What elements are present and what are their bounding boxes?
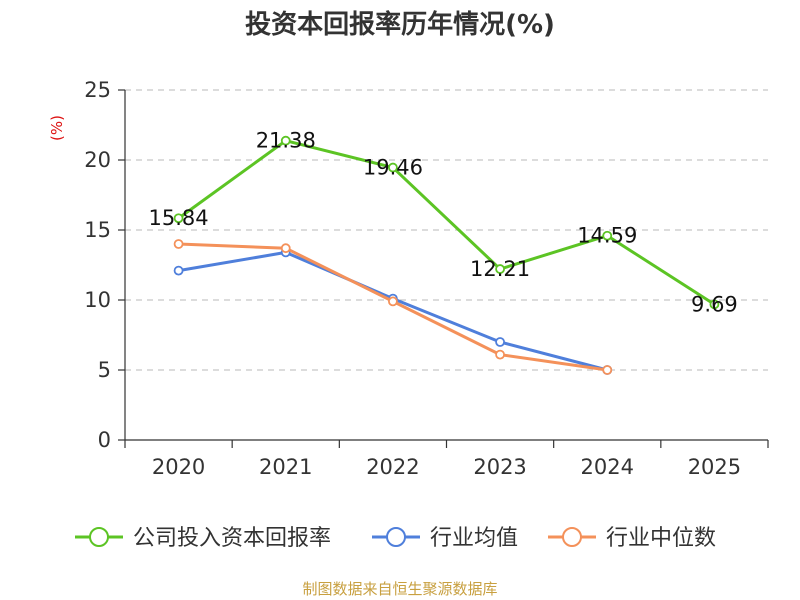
data-point[interactable] (280, 135, 291, 146)
data-label: 21.38 (256, 129, 316, 153)
data-point[interactable] (495, 337, 505, 347)
data-label: 9.69 (691, 292, 738, 316)
series (173, 135, 720, 375)
data-label: 12.21 (470, 257, 530, 281)
legend[interactable]: 公司投入资本回报率 行业均值 行业中位数 (75, 526, 716, 551)
y-axis-unit: (%) (48, 115, 66, 141)
y-tick-label: 10 (84, 288, 111, 312)
x-tick-label: 2025 (688, 455, 741, 479)
x-tick-label: 2020 (152, 455, 205, 479)
y-tick-label: 0 (98, 428, 111, 452)
y-tick-label: 20 (84, 148, 111, 172)
legend-label: 行业中位数 (606, 526, 716, 551)
data-point[interactable] (602, 365, 613, 375)
x-tick-label: 2022 (366, 455, 419, 479)
grid (125, 89, 768, 371)
x-tick-label: 2021 (259, 455, 312, 479)
legend-marker (386, 527, 406, 547)
y-tick-label: 5 (98, 358, 111, 382)
source-note: 制图数据来自恒生聚源数据库 (302, 580, 497, 598)
legend-label: 公司投入资本回报率 (133, 526, 331, 551)
data-point[interactable] (388, 162, 398, 173)
y-tick-label: 25 (84, 78, 111, 102)
x-tick-label: 2023 (473, 455, 526, 479)
data-point[interactable] (602, 230, 613, 241)
series-line-1 (178, 250, 608, 372)
data-point[interactable] (388, 296, 398, 307)
data-labels: 15.84 21.38 19.46 12.21 14.59 9.69 (149, 129, 738, 317)
legend-item-2[interactable]: 行业中位数 (548, 526, 716, 551)
data-label: 14.59 (577, 224, 637, 248)
x-tick-label: 2024 (581, 455, 634, 479)
series-line-0 (177, 139, 716, 306)
data-point[interactable] (495, 349, 505, 360)
data-point[interactable] (173, 213, 184, 224)
y-tick-label: 15 (84, 218, 111, 242)
data-label: 19.46 (363, 156, 423, 180)
data-point[interactable] (173, 239, 184, 249)
data-point[interactable] (709, 299, 720, 310)
chart-title: 投资本回报率历年情况(%) (245, 9, 555, 40)
data-label: 15.84 (149, 206, 209, 230)
data-point[interactable] (495, 264, 505, 274)
legend-label: 行业均值 (430, 526, 518, 551)
legend-item-1[interactable]: 行业均值 (372, 526, 518, 551)
data-point[interactable] (173, 265, 184, 276)
legend-item-0[interactable]: 公司投入资本回报率 (75, 526, 331, 551)
legend-marker (562, 527, 582, 547)
data-point[interactable] (280, 243, 291, 254)
series-line-2 (178, 242, 608, 372)
legend-marker (89, 527, 109, 547)
